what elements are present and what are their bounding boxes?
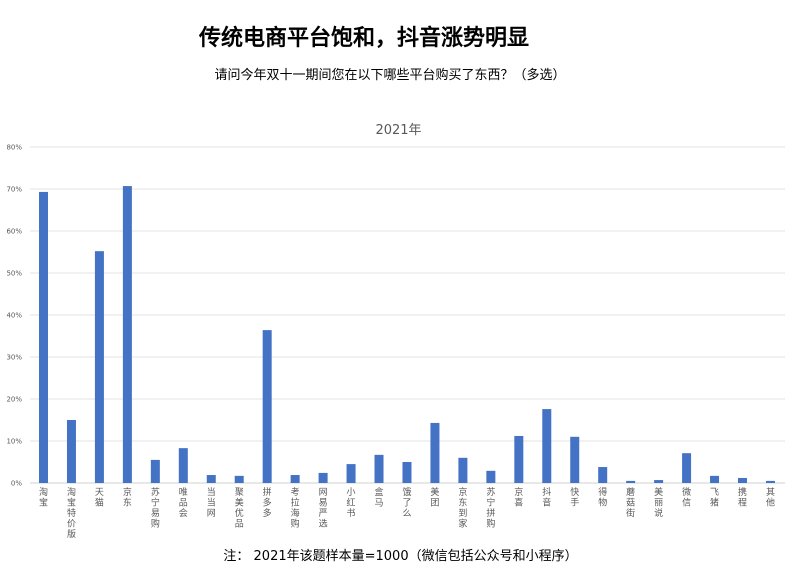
bar	[122, 186, 132, 483]
bar	[206, 475, 216, 483]
bar	[94, 251, 104, 483]
bar	[66, 420, 76, 483]
x-tick-label: 苏宁易购	[151, 486, 160, 530]
x-tick-label: 快手	[570, 486, 579, 509]
y-tick-label: 40%	[6, 312, 22, 320]
x-tick-label: 京东	[123, 486, 132, 509]
chart-title: 2021年	[375, 123, 422, 138]
x-tick-label: 苏宁拼购	[486, 486, 495, 530]
footnote: 注： 2021年该题样本量=1000（微信包括公众号和小程序）	[223, 549, 578, 564]
bar	[765, 480, 775, 483]
bar	[738, 477, 747, 483]
x-tick-label: 微信	[682, 486, 691, 509]
x-tick-label: 聚美优品	[235, 487, 244, 530]
bar	[654, 480, 664, 483]
y-tick-label: 20%	[6, 396, 22, 404]
y-tick-label: 50%	[6, 270, 22, 278]
page-title: 传统电商平台饱和，抖音涨势明显	[198, 26, 529, 51]
x-tick-label: 得物	[598, 486, 607, 509]
x-tick-label: 天猫	[95, 488, 104, 509]
bar	[626, 480, 636, 483]
bar	[290, 475, 300, 483]
bar	[234, 475, 244, 483]
bar	[570, 436, 580, 483]
x-tick-label: 淘宝	[39, 486, 48, 509]
bar	[542, 409, 552, 483]
survey-question: 请问今年双十一期间您在以下哪些平台购买了东西？（多选）	[214, 68, 566, 83]
y-tick-label: 60%	[6, 228, 22, 236]
x-tick-label: 抖音	[542, 486, 551, 509]
x-tick-label: 蘑菇街	[626, 486, 635, 519]
x-tick-label: 拼多多	[263, 486, 272, 519]
y-tick-label: 10%	[6, 438, 22, 446]
x-tick-label: 其他	[766, 487, 775, 509]
bar	[374, 454, 384, 483]
x-tick-label: 小红书	[347, 487, 356, 519]
bar	[486, 470, 496, 483]
bar	[402, 462, 412, 483]
x-tick-label: 考拉海购	[291, 487, 300, 530]
bar	[39, 191, 48, 483]
bar	[318, 472, 328, 483]
bar	[682, 453, 692, 483]
x-tick-label: 美丽说	[654, 486, 663, 519]
y-tick-label: 70%	[6, 186, 22, 194]
y-tick-label: 0%	[11, 480, 22, 488]
bar	[598, 467, 608, 483]
bar	[178, 448, 188, 483]
x-tick-label: 携程	[738, 486, 747, 509]
bar	[710, 475, 720, 483]
x-tick-label: 当当网	[207, 486, 216, 519]
x-tick-label: 盒马	[375, 486, 384, 509]
y-tick-label: 80%	[6, 144, 22, 152]
x-tick-label: 网易严选	[319, 487, 328, 530]
bar	[346, 464, 356, 483]
bar	[430, 422, 440, 483]
bar	[262, 330, 272, 483]
x-tick-label: 京喜	[514, 486, 523, 509]
bar	[150, 459, 160, 483]
x-tick-label: 唯品会	[179, 487, 188, 519]
bar	[458, 457, 468, 483]
x-tick-label: 饿了么	[402, 486, 411, 519]
x-tick-label: 美团	[430, 486, 439, 509]
x-tick-label: 京东到家	[458, 486, 467, 530]
x-tick-label: 飞猪	[710, 487, 719, 509]
bar	[514, 435, 524, 483]
y-tick-label: 30%	[6, 354, 22, 362]
x-tick-label: 淘宝特价版	[67, 486, 76, 540]
